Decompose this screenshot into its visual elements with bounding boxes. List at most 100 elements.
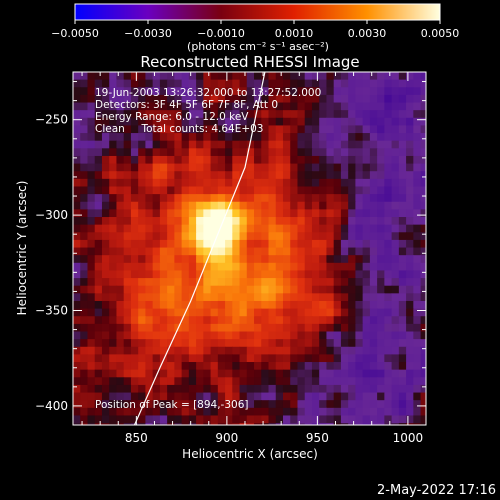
heatmap-cell bbox=[362, 346, 371, 355]
heatmap-cell bbox=[398, 262, 407, 271]
heatmap-cell bbox=[73, 400, 81, 409]
heatmap-cell bbox=[225, 163, 233, 172]
heatmap-cell bbox=[420, 217, 426, 226]
heatmap-cell bbox=[203, 94, 212, 104]
heatmap-cell bbox=[145, 117, 154, 126]
heatmap-cell bbox=[174, 339, 183, 348]
heatmap-cell bbox=[167, 194, 175, 203]
heatmap-cell bbox=[138, 293, 146, 302]
heatmap-cell bbox=[377, 140, 385, 149]
heatmap-cell bbox=[94, 278, 103, 287]
heatmap-cell bbox=[355, 133, 364, 142]
heatmap-cell bbox=[362, 155, 371, 165]
heatmap-cell bbox=[319, 255, 327, 264]
heatmap-cell bbox=[210, 102, 219, 111]
heatmap-cell bbox=[138, 209, 146, 218]
heatmap-cell bbox=[225, 110, 233, 119]
heatmap-cell bbox=[362, 262, 371, 271]
heatmap-cell bbox=[225, 194, 233, 203]
heatmap-cell bbox=[391, 239, 400, 249]
heatmap-cell bbox=[203, 186, 212, 195]
heatmap-cell bbox=[217, 209, 226, 218]
heatmap-cell bbox=[225, 117, 233, 126]
heatmap-cell bbox=[217, 300, 226, 310]
heatmap-cell bbox=[420, 110, 426, 119]
heatmap-cell bbox=[333, 194, 342, 203]
heatmap-cell bbox=[73, 316, 81, 325]
heatmap-cell bbox=[167, 262, 175, 271]
heatmap-cell bbox=[311, 392, 320, 401]
heatmap-cell bbox=[391, 262, 400, 271]
heatmap-cell bbox=[275, 178, 284, 187]
heatmap-cell bbox=[239, 217, 248, 226]
heatmap-cell bbox=[398, 79, 407, 88]
heatmap-cell bbox=[348, 400, 356, 409]
heatmap-cell bbox=[232, 384, 241, 394]
heatmap-cell bbox=[145, 155, 154, 165]
heatmap-cell bbox=[297, 339, 306, 348]
heatmap-cell bbox=[297, 323, 306, 332]
heatmap-cell bbox=[246, 178, 255, 187]
heatmap-cell bbox=[254, 308, 262, 317]
heatmap-cell bbox=[174, 79, 183, 88]
heatmap-cell bbox=[239, 369, 248, 378]
heatmap-cell bbox=[290, 369, 299, 378]
heatmap-cell bbox=[362, 217, 371, 226]
heatmap-cell bbox=[116, 293, 125, 302]
heatmap-cell bbox=[311, 224, 320, 233]
heatmap-cell bbox=[282, 293, 291, 302]
heatmap-cell bbox=[246, 217, 255, 226]
heatmap-cell bbox=[225, 293, 233, 302]
heatmap-cell bbox=[398, 323, 407, 332]
heatmap-cell bbox=[333, 102, 342, 111]
heatmap-cell bbox=[355, 407, 364, 416]
heatmap-cell bbox=[130, 384, 139, 394]
heatmap-cell bbox=[181, 400, 190, 409]
heatmap-cell bbox=[73, 102, 81, 111]
heatmap-cell bbox=[80, 87, 89, 96]
heatmap-cell bbox=[377, 308, 385, 317]
heatmap-cell bbox=[275, 239, 284, 249]
heatmap-cell bbox=[232, 407, 241, 416]
heatmap-cell bbox=[145, 400, 154, 409]
heatmap-cell bbox=[326, 316, 335, 325]
heatmap-cell bbox=[311, 300, 320, 310]
heatmap-cell bbox=[94, 224, 103, 233]
heatmap-cell bbox=[311, 148, 320, 157]
heatmap-cell bbox=[73, 415, 81, 424]
heatmap-cell bbox=[398, 255, 407, 264]
heatmap-cell bbox=[391, 94, 400, 104]
heatmap-cell bbox=[152, 369, 161, 378]
heatmap-cell bbox=[254, 194, 262, 203]
heatmap-cell bbox=[116, 308, 125, 317]
heatmap-cell bbox=[377, 155, 385, 165]
heatmap-cell bbox=[188, 155, 197, 165]
heatmap-cell bbox=[80, 125, 89, 134]
heatmap-cell bbox=[384, 346, 393, 355]
heatmap-cell bbox=[196, 346, 204, 355]
heatmap-cell bbox=[87, 117, 96, 126]
heatmap-cell bbox=[80, 194, 89, 203]
heatmap-cell bbox=[246, 362, 255, 371]
heatmap-cell bbox=[94, 79, 103, 88]
heatmap-cell bbox=[196, 87, 204, 96]
heatmap-cell bbox=[420, 369, 426, 378]
heatmap-cell bbox=[203, 155, 212, 165]
heatmap-cell bbox=[355, 155, 364, 165]
heatmap-cell bbox=[116, 194, 125, 203]
heatmap-cell bbox=[130, 186, 139, 195]
heatmap-cell bbox=[232, 323, 241, 332]
heatmap-cell bbox=[391, 278, 400, 287]
heatmap-cell bbox=[116, 369, 125, 378]
heatmap-cell bbox=[319, 163, 327, 172]
heatmap-cell bbox=[413, 102, 422, 111]
heatmap-cell bbox=[326, 72, 335, 81]
heatmap-cell bbox=[326, 163, 335, 172]
heatmap-cell bbox=[384, 400, 393, 409]
heatmap-cell bbox=[304, 232, 313, 241]
heatmap-cell bbox=[297, 209, 306, 218]
heatmap-cell bbox=[326, 87, 335, 96]
heatmap-cell bbox=[326, 239, 335, 249]
heatmap-cell bbox=[130, 209, 139, 218]
heatmap-cell bbox=[109, 79, 118, 88]
